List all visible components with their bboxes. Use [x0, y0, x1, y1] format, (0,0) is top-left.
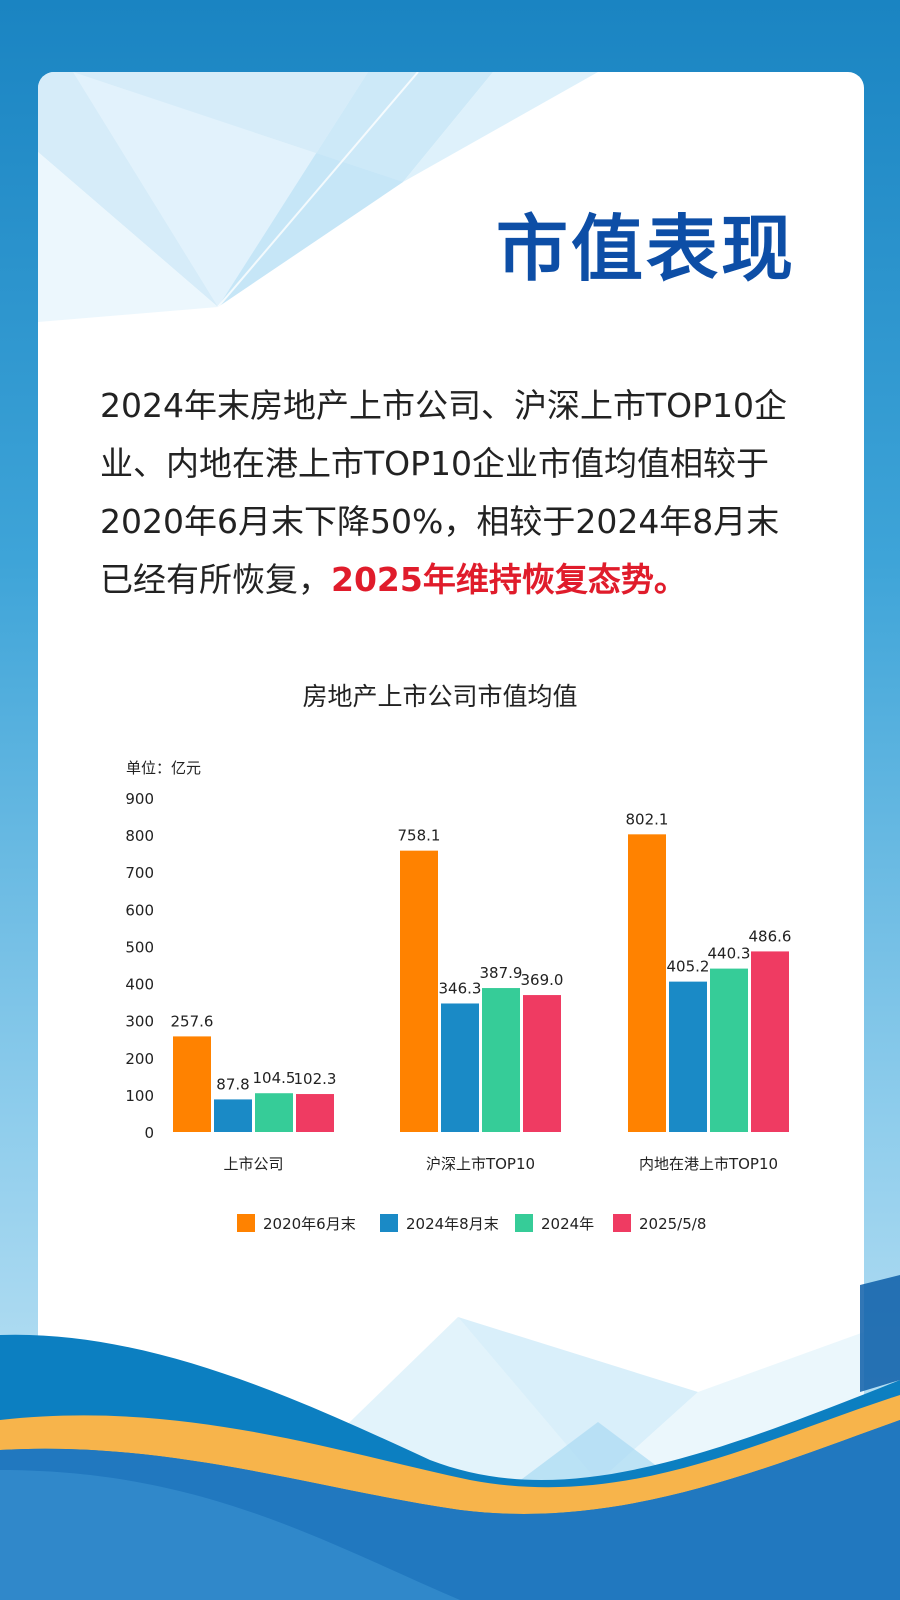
summary-text: 2024年末房地产上市公司、沪深上市TOP10企业、内地在港上市TOP10企业市… [100, 386, 788, 599]
bar [296, 1094, 334, 1132]
bar-value-label: 387.9 [480, 964, 523, 982]
chart-legend: 2020年6月末 2024年8月末 2024年 2025/5/8 [237, 1214, 706, 1233]
bar-value-label: 257.6 [171, 1012, 214, 1030]
bar-value-label: 440.3 [708, 945, 751, 963]
bar [255, 1093, 293, 1132]
bar-value-label: 102.3 [294, 1070, 337, 1088]
bar-value-label: 405.2 [667, 958, 710, 976]
legend-swatch [380, 1214, 398, 1232]
market-cap-bar-chart: 房地产上市公司市值均值 单位：亿元 0 100 200 300 400 500 600 700… [125, 682, 792, 1233]
x-axis-categories: 上市公司 沪深上市TOP10 内地在港上市TOP10 [223, 1155, 778, 1173]
y-tick-label: 600 [125, 901, 154, 919]
legend-label: 2020年6月末 [263, 1215, 356, 1233]
bar-value-label: 758.1 [398, 827, 441, 845]
content-card: 市值表现 2024年末房地产上市公司、沪深上市TOP10企业、内地在港上市TOP… [38, 72, 864, 1492]
x-category-label: 内地在港上市TOP10 [639, 1155, 778, 1173]
page-title: 市值表现 [495, 207, 796, 291]
y-tick-label: 400 [125, 976, 154, 994]
legend-swatch [237, 1214, 255, 1232]
legend-label: 2025/5/8 [639, 1215, 706, 1233]
bar-value-label: 104.5 [253, 1069, 296, 1087]
y-tick-label: 900 [125, 790, 154, 808]
bar-value-label: 369.0 [521, 971, 564, 989]
legend-label: 2024年8月末 [406, 1215, 499, 1233]
y-tick-label: 0 [144, 1124, 154, 1142]
bar-value-label: 802.1 [626, 810, 669, 828]
summary-highlight: 2025年维持恢复态势。 [331, 560, 687, 599]
top-geometric-decoration [38, 72, 598, 322]
x-category-label: 沪深上市TOP10 [426, 1155, 535, 1173]
legend-swatch [613, 1214, 631, 1232]
chart-unit-label: 单位：亿元 [126, 759, 201, 777]
y-axis-ticks: 0 100 200 300 400 500 600 700 800 900 [125, 790, 154, 1142]
y-tick-label: 200 [125, 1050, 154, 1068]
bar [669, 981, 707, 1132]
bar [710, 968, 748, 1132]
y-tick-label: 800 [125, 827, 154, 845]
bar [523, 995, 561, 1132]
bar [173, 1036, 211, 1132]
bar [400, 850, 438, 1132]
x-category-label: 上市公司 [223, 1155, 283, 1173]
y-tick-label: 500 [125, 938, 154, 956]
legend-label: 2024年 [541, 1215, 594, 1233]
y-tick-label: 700 [125, 864, 154, 882]
bar [214, 1099, 252, 1132]
summary-paragraph: 2024年末房地产上市公司、沪深上市TOP10企业、内地在港上市TOP10企业市… [100, 377, 810, 609]
bar [751, 951, 789, 1132]
bar-value-label: 87.8 [216, 1075, 249, 1093]
bar [482, 988, 520, 1132]
bar [628, 834, 666, 1132]
bar [441, 1003, 479, 1132]
bar-series [173, 834, 789, 1132]
chart-title: 房地产上市公司市值均值 [302, 682, 577, 711]
bar-value-label: 486.6 [749, 927, 792, 945]
legend-swatch [515, 1214, 533, 1232]
bar-value-label: 346.3 [439, 979, 482, 997]
y-tick-label: 300 [125, 1013, 154, 1031]
y-tick-label: 100 [125, 1087, 154, 1105]
